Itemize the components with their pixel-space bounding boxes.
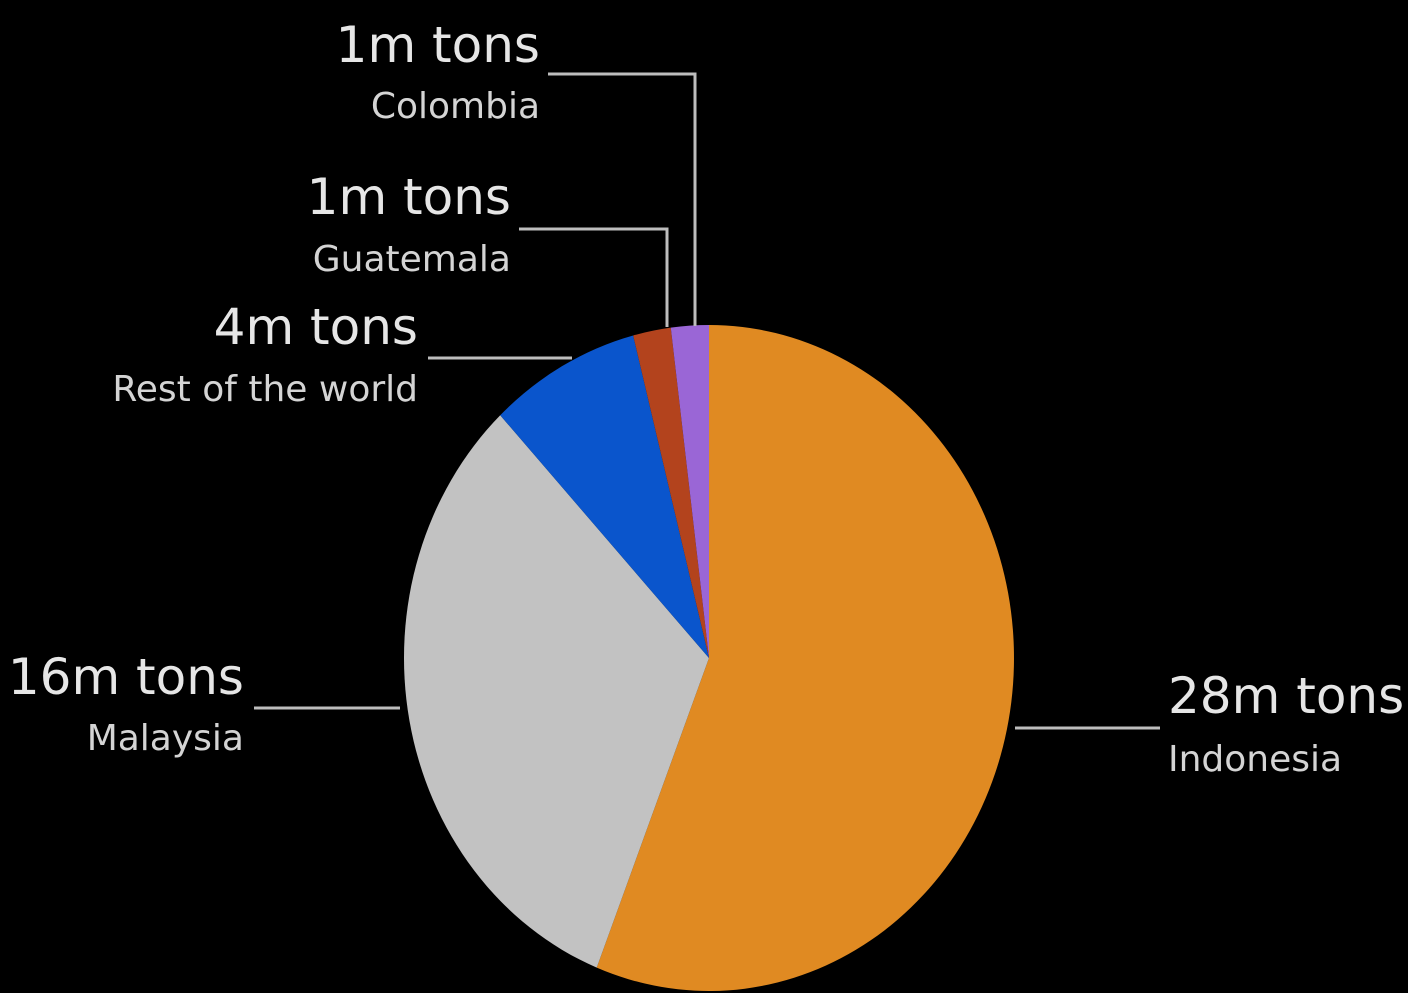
slice-name-label-colombia: Colombia <box>371 86 540 127</box>
leader-lines <box>254 72 1160 730</box>
leader-line-colombia <box>548 72 697 326</box>
slice-name-label-malaysia: Malaysia <box>87 718 244 759</box>
pie-slice-colombia <box>670 325 709 658</box>
slice-value-label-guatemala: 1m tons <box>307 168 511 226</box>
slice-name-label-indonesia: Indonesia <box>1168 739 1342 780</box>
label-colombia: 1m tons Colombia <box>336 16 540 127</box>
pie-slice-malaysia <box>403 415 709 968</box>
slice-value-label-indonesia: 28m tons <box>1168 667 1404 725</box>
leader-line-guatemala <box>519 227 669 327</box>
slice-value-label-malaysia: 16m tons <box>8 648 244 706</box>
slice-value-label-rest-of-the-world: 4m tons <box>214 298 418 356</box>
pie-slice-rest-of-the-world <box>500 335 709 658</box>
slice-value-label-colombia: 1m tons <box>336 16 540 74</box>
label-rest-of-the-world: 4m tons Rest of the world <box>112 298 418 410</box>
label-indonesia: 28m tons Indonesia <box>1168 667 1404 780</box>
pie-slices <box>403 325 1014 992</box>
pie-slice-indonesia <box>596 325 1014 992</box>
pie-slice-guatemala <box>633 327 709 658</box>
label-malaysia: 16m tons Malaysia <box>8 648 244 759</box>
slice-name-label-guatemala: Guatemala <box>313 239 511 280</box>
slice-name-label-rest-of-the-world: Rest of the world <box>112 369 418 410</box>
label-guatemala: 1m tons Guatemala <box>307 168 511 280</box>
